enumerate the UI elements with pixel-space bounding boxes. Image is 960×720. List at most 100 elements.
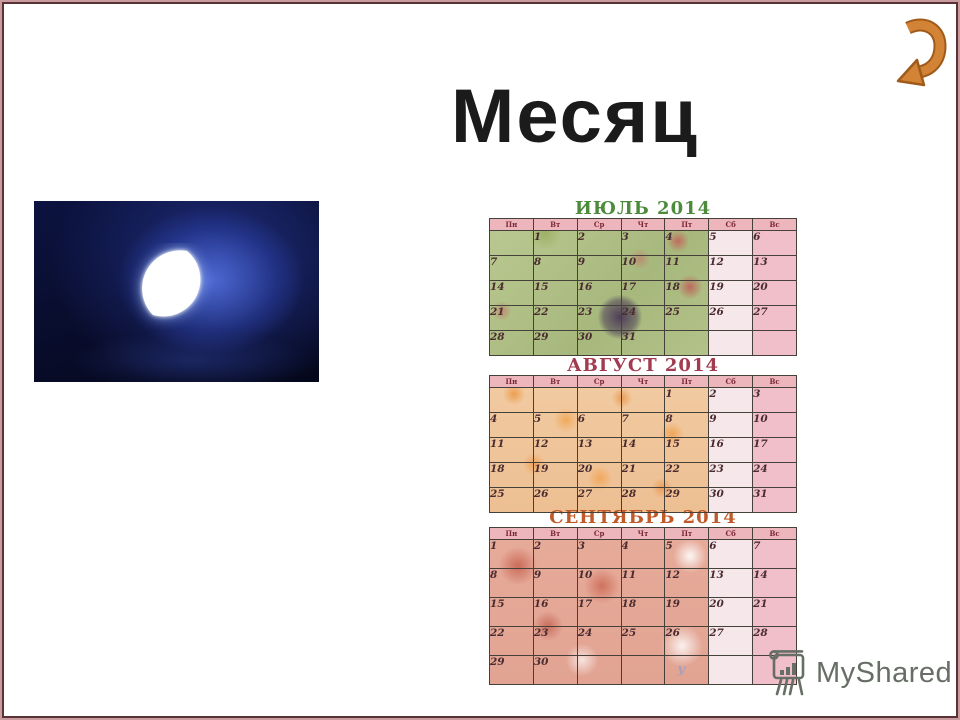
- weekday-header: Сб: [708, 527, 754, 540]
- day-cell: 14: [752, 568, 797, 598]
- day-cell: 3: [620, 230, 666, 256]
- day-cell: 4: [664, 230, 710, 256]
- day-cell: 23: [576, 305, 622, 331]
- day-cell: 29: [664, 487, 710, 513]
- myshared-watermark: MyShared: [768, 647, 952, 699]
- day-cell: 17: [752, 437, 797, 463]
- day-cell: 26: [532, 487, 578, 513]
- day-cell: 10: [620, 255, 666, 281]
- curved-arrow-icon: [896, 18, 947, 87]
- day-cell: 19: [532, 462, 578, 488]
- day-cell: 31: [620, 330, 666, 356]
- day-cell: 27: [708, 626, 754, 656]
- day-cell: 6: [576, 412, 622, 438]
- day-cell: [752, 330, 797, 356]
- day-cell: 20: [708, 597, 754, 627]
- day-cell: 15: [532, 280, 578, 306]
- day-cell: 1: [532, 230, 578, 256]
- day-cell: [664, 330, 710, 356]
- month-title: СЕНТЯБРЬ 2014: [549, 507, 737, 528]
- day-cell: 8: [489, 568, 534, 598]
- day-cell: 8: [664, 412, 710, 438]
- day-cell: 1: [489, 539, 534, 569]
- day-cell: [576, 387, 622, 413]
- day-cell: 9: [576, 255, 622, 281]
- day-cell: [620, 655, 666, 685]
- day-cell: 13: [708, 568, 754, 598]
- day-cell: [489, 387, 534, 413]
- day-cell: 22: [664, 462, 710, 488]
- weekday-header: Пн: [489, 218, 534, 231]
- day-cell: 6: [752, 230, 797, 256]
- day-cell: 20: [576, 462, 622, 488]
- day-cell: 25: [664, 305, 710, 331]
- day-cell: 26: [708, 305, 754, 331]
- day-cell: 15: [489, 597, 534, 627]
- day-cell: 26: [664, 626, 710, 656]
- day-cell: 4: [489, 412, 534, 438]
- day-cell: 18: [489, 462, 534, 488]
- weekday-header: Чт: [620, 375, 666, 388]
- artist-mark: у: [677, 662, 686, 677]
- page-title: Месяц: [451, 74, 699, 159]
- month-title: АВГУСТ 2014: [567, 355, 719, 376]
- day-cell: 23: [532, 626, 578, 656]
- weekday-header: Пн: [489, 527, 534, 540]
- day-cell: 31: [752, 487, 797, 513]
- day-cell: 25: [620, 626, 666, 656]
- day-cell: 9: [708, 412, 754, 438]
- day-cell: 29: [489, 655, 534, 685]
- day-cell: 5: [532, 412, 578, 438]
- weekday-header: Вт: [532, 527, 578, 540]
- day-cell: 11: [489, 437, 534, 463]
- day-cell: 21: [489, 305, 534, 331]
- day-cell: 2: [576, 230, 622, 256]
- day-cell: 23: [708, 462, 754, 488]
- easel-chart-icon: [769, 650, 805, 696]
- day-cell: [708, 330, 754, 356]
- calendar-month-september: СЕНТЯБРЬ 2014 Пн Вт Ср Чт Пт Сб Вс 1 2 3 4 5 6 7 8 9 10 11…: [489, 509, 797, 685]
- day-cell: 18: [620, 597, 666, 627]
- day-cell: 3: [576, 539, 622, 569]
- day-cell: 2: [708, 387, 754, 413]
- weekday-header: Пт: [664, 375, 710, 388]
- weekday-header: Чт: [620, 527, 666, 540]
- weekday-header: Вс: [752, 375, 797, 388]
- three-month-calendar-image: ИЮЛЬ 2014 Пн Вт Ср Чт Пт Сб Вс 1 2 3 4 5 6 7 8 9 10 11 12 13…: [489, 200, 797, 685]
- day-cell: 3: [752, 387, 797, 413]
- weekday-header: Ср: [576, 527, 622, 540]
- return-arrow-button[interactable]: [895, 18, 947, 94]
- crescent-icon: [142, 250, 201, 317]
- day-cell: 16: [576, 280, 622, 306]
- day-cell: 7: [489, 255, 534, 281]
- weekday-header: Пн: [489, 375, 534, 388]
- day-cell: 2: [532, 539, 578, 569]
- day-cell: 14: [620, 437, 666, 463]
- day-cell: 7: [620, 412, 666, 438]
- day-cell: 29: [532, 330, 578, 356]
- weekday-header: Вс: [752, 527, 797, 540]
- day-cell: 10: [752, 412, 797, 438]
- day-cell: 20: [752, 280, 797, 306]
- day-cell: 15: [664, 437, 710, 463]
- day-cell: [532, 387, 578, 413]
- day-cell: 8: [532, 255, 578, 281]
- day-cell: 30: [576, 330, 622, 356]
- day-cell: у: [664, 655, 710, 685]
- day-cell: 5: [664, 539, 710, 569]
- day-cell: 24: [620, 305, 666, 331]
- crescent-moon-image: [34, 201, 319, 382]
- day-cell: 5: [708, 230, 754, 256]
- day-cell: 14: [489, 280, 534, 306]
- weekday-header: Чт: [620, 218, 666, 231]
- day-cell: 16: [532, 597, 578, 627]
- day-cell: [576, 655, 622, 685]
- calendar-month-july: ИЮЛЬ 2014 Пн Вт Ср Чт Пт Сб Вс 1 2 3 4 5 6 7 8 9 10 11 12 13…: [489, 200, 797, 356]
- weekday-header: Ср: [576, 375, 622, 388]
- day-cell: 16: [708, 437, 754, 463]
- day-cell: 21: [620, 462, 666, 488]
- day-cell: 27: [752, 305, 797, 331]
- day-cell: 7: [752, 539, 797, 569]
- day-cell: 17: [576, 597, 622, 627]
